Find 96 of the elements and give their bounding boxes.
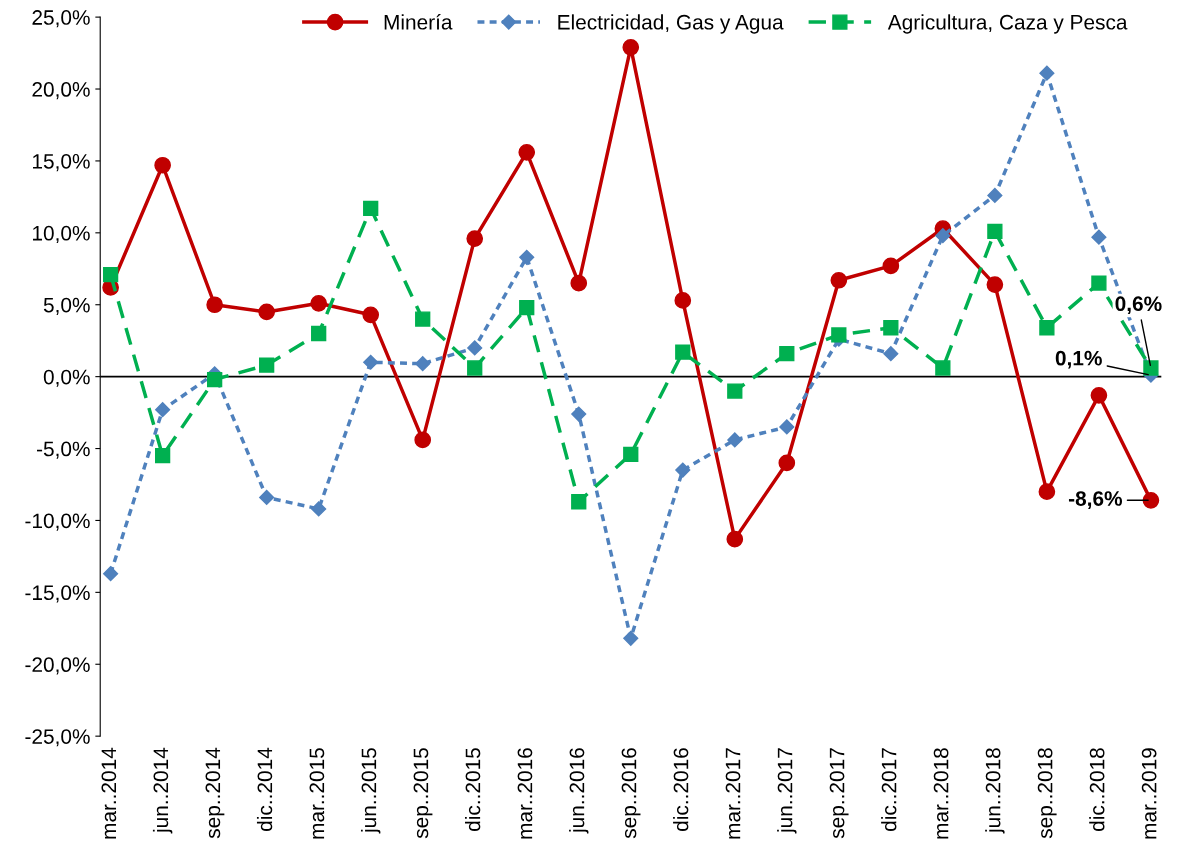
x-tick-label: sep..2016 [621,748,641,839]
point [258,303,275,321]
point [675,344,691,360]
point [987,187,1003,204]
point [935,228,951,244]
point [519,299,535,316]
point [675,462,691,478]
x-tick-label: mar..2018 [933,748,949,839]
point [415,356,431,372]
point [519,249,535,265]
point [311,501,327,517]
point [779,419,795,435]
point [623,630,639,646]
point [415,311,431,327]
point [778,454,796,472]
x-tick-label: sep..2018 [1037,748,1057,839]
legend-label: Agricultura, Caza y Pesca [887,14,1128,34]
x-tick-label: sep..2015 [413,748,433,839]
point [311,325,327,342]
x-tick-label: mar..2019 [1141,748,1157,839]
y-tick-label: -5,0% [37,441,90,459]
x-tick-label: jun..2016 [569,748,589,834]
x-tick-label: sep..2014 [205,747,225,839]
point [363,200,379,217]
x-tick-label: dic..2017 [881,748,897,831]
point [831,327,847,343]
y-tick-label: 5,0% [43,297,90,315]
x-tick-label: jun..2017 [777,748,797,834]
point [207,371,223,388]
annotation: 0,6% [1115,296,1162,315]
point [622,38,640,56]
point [570,274,588,292]
x-tick-label: dic..2014 [256,747,273,831]
x-tick-label: mar..2016 [517,748,533,839]
point [883,320,899,336]
x-tick-label: mar..2014 [101,747,117,839]
point [726,530,744,548]
point [362,306,380,324]
y-tick-label: 0,0% [43,369,90,387]
point [1143,360,1159,376]
y-tick-label: 25,0% [32,10,90,28]
legend-label: Electricidad, Gas y Agua [558,14,784,34]
point [1039,65,1055,81]
point [1039,320,1055,336]
point [206,296,223,314]
x-tick-label: mar..2017 [725,748,741,839]
point [1038,483,1056,501]
point [1090,387,1108,404]
x-tick-label: dic..2015 [465,748,481,831]
x-tick-label: dic..2018 [1089,748,1105,831]
point [727,432,743,448]
point [727,383,743,399]
point [935,360,951,376]
annotation: -8,6% [1068,491,1123,509]
y-tick-label: 10,0% [33,225,90,244]
point [154,448,171,464]
point [1091,275,1107,291]
point [882,257,900,275]
y-tick-label: 20,0% [32,82,90,100]
y-tick-label: -15,0% [25,585,90,603]
point [986,276,1004,293]
point [154,156,171,174]
point [259,357,275,373]
point [1142,491,1160,509]
annotation: 0,1% [1055,350,1102,369]
point [155,402,171,418]
point [571,494,587,510]
point [466,230,484,247]
point [830,271,848,289]
point [259,489,275,506]
y-tick-label: -20,0% [25,657,90,675]
point [102,266,119,283]
x-tick-label: mar..2015 [309,748,325,839]
point [883,346,899,362]
point [103,566,119,582]
y-tick-label: -10,0% [25,513,90,531]
point [623,446,639,462]
point [467,340,483,356]
x-tick-label: jun..2018 [985,748,1005,834]
point [310,294,328,312]
x-tick-label: jun..2014 [152,747,173,834]
point [518,143,536,161]
point [1091,229,1107,245]
point [571,406,587,422]
point [414,431,432,449]
x-tick-label: sep..2017 [829,748,849,839]
point [674,292,692,309]
point [987,223,1003,240]
point [467,360,483,376]
x-tick-label: jun..2015 [360,748,381,834]
legend-label: Minería [384,14,453,30]
y-tick-label: 15,0% [33,153,90,172]
x-tick-label: dic..2016 [673,748,689,831]
point [779,345,795,362]
y-tick-label: -25,0% [25,729,90,747]
point [363,354,379,370]
